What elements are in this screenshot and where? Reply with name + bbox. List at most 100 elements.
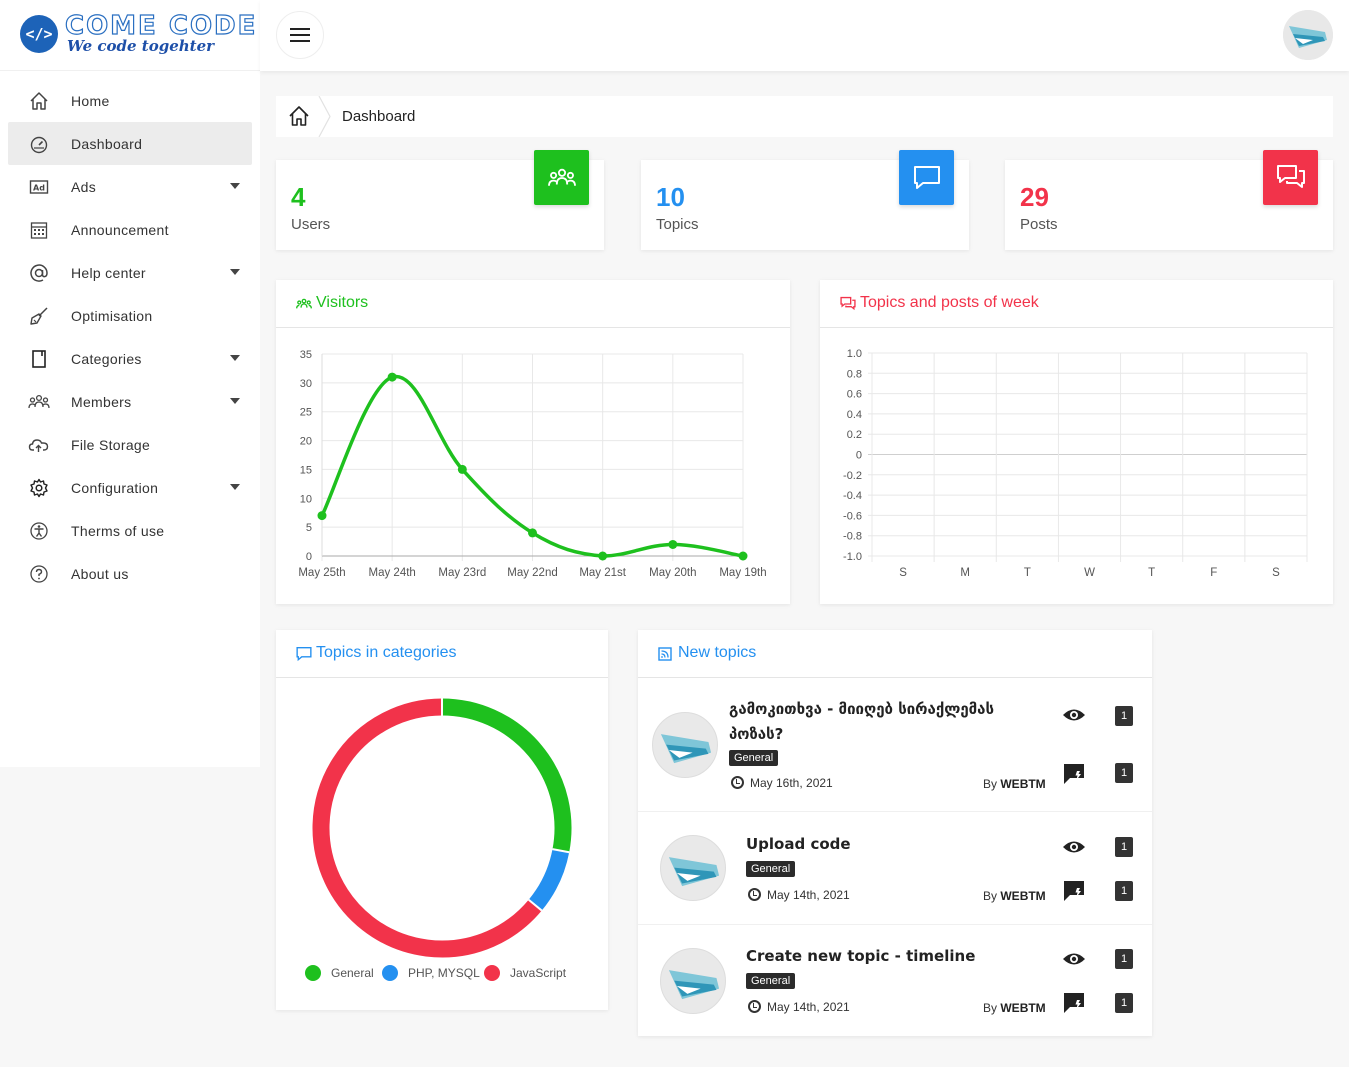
views-count: 1: [1115, 837, 1133, 857]
sidebar-item-label: Therms of use: [71, 522, 165, 539]
category-badge[interactable]: General: [746, 973, 796, 989]
stat-card-users: 4 Users: [276, 150, 604, 250]
sidebar-item-label: Optimisation: [71, 307, 153, 324]
accessibility-icon: [28, 520, 50, 542]
sidebar-item-dashboard[interactable]: Dashboard: [8, 122, 252, 165]
members-icon: [28, 391, 50, 413]
legend-label: JavaScript: [510, 966, 567, 980]
category-badge[interactable]: General: [729, 750, 779, 766]
by-prefix: By: [983, 889, 998, 903]
y-tick-label: 30: [300, 378, 312, 390]
sidebar-item-announcement[interactable]: Announcement: [8, 208, 252, 251]
breadcrumb: Dashboard: [276, 95, 1333, 138]
user-avatar[interactable]: [1283, 10, 1333, 60]
topic-title[interactable]: Upload code: [746, 835, 851, 853]
y-tick-label: -0.4: [843, 490, 862, 502]
y-tick-label: 0.2: [847, 429, 862, 441]
stat-label: Topics: [656, 216, 699, 233]
data-point: [528, 528, 537, 538]
users-icon: [534, 150, 589, 205]
author-avatar[interactable]: [660, 948, 726, 1014]
x-tick-label: F: [1210, 567, 1217, 579]
sidebar-item-members[interactable]: Members: [8, 380, 252, 423]
panel-title: New topics: [678, 644, 757, 661]
author-name[interactable]: WEBTM: [1000, 1001, 1046, 1015]
sidebar-menu: Home Dashboard Ad Ads Announcement Hel: [8, 79, 252, 595]
x-tick-label: May 20th: [649, 567, 696, 579]
y-tick-label: 1.0: [847, 348, 862, 360]
sidebar-item-help-center[interactable]: Help center: [8, 251, 252, 294]
by-prefix: By: [983, 1001, 998, 1015]
topic-date: May 14th, 2021: [767, 888, 850, 902]
chevron-down-icon[interactable]: [230, 269, 240, 275]
x-tick-label: May 22nd: [507, 567, 558, 579]
data-point: [457, 464, 467, 474]
donut-slice: [528, 848, 570, 911]
menu-toggle-button[interactable]: [276, 11, 324, 59]
sidebar-item-ads[interactable]: Ad Ads: [8, 165, 252, 208]
topic-item[interactable]: Create new topic - timeline General May …: [638, 926, 1152, 1036]
sidebar-item-label: About us: [71, 565, 129, 582]
ad-icon: Ad: [28, 176, 50, 198]
chevron-down-icon[interactable]: [230, 398, 240, 404]
stat-label: Users: [291, 216, 331, 233]
sidebar-item-categories[interactable]: Categories: [8, 337, 252, 380]
eye-icon: [1063, 841, 1085, 853]
cloud-upload-icon: [28, 434, 50, 456]
author-name[interactable]: WEBTM: [1000, 889, 1046, 903]
topic-item[interactable]: Upload code General May 14th, 2021 By WE…: [638, 813, 1152, 925]
author-avatar[interactable]: [652, 712, 718, 778]
topic-item[interactable]: გამოკითხვა - მიიღებ სირაქლემას პოზას? Ge…: [638, 680, 1152, 812]
x-tick-label: May 21st: [579, 567, 626, 579]
y-tick-label: -1.0: [843, 551, 862, 563]
logo[interactable]: </> COME CODE We code togehter: [20, 10, 256, 59]
data-point: [317, 511, 327, 521]
members-icon: [296, 298, 312, 309]
y-tick-label: 0.6: [847, 389, 862, 401]
panel-title: Topics in categories: [316, 644, 457, 661]
sidebar-item-about-us[interactable]: About us: [8, 552, 252, 595]
y-tick-label: 20: [300, 436, 312, 448]
brand-subtitle: We code togehter: [67, 37, 215, 55]
topic-date: May 16th, 2021: [750, 776, 833, 790]
legend-label: General: [331, 966, 374, 980]
breadcrumb-separator-icon: [318, 95, 332, 141]
week-line-chart: 1.0 0.8 0.6 0.4 0.2 0 -0.2 -0.4 -0.6 -0.8 -1.0 S M T W…: [843, 348, 1308, 579]
home-icon: [28, 90, 50, 112]
x-tick-label: M: [960, 567, 970, 579]
avatar-logo-icon: [668, 970, 720, 1000]
panel-title: Visitors: [316, 294, 369, 311]
reply-icon: [1064, 881, 1084, 901]
home-icon[interactable]: [288, 105, 310, 131]
sidebar-item-optimisation[interactable]: Optimisation: [8, 294, 252, 337]
author-name[interactable]: WEBTM: [1000, 777, 1046, 791]
replies-count: 1: [1115, 881, 1133, 901]
x-tick-label: May 23rd: [438, 567, 486, 579]
at-icon: [28, 262, 50, 284]
svg-text:Ad: Ad: [33, 184, 45, 193]
bookmark-icon: [28, 348, 50, 370]
author-avatar[interactable]: [660, 835, 726, 901]
topic-author: By WEBTM: [983, 1001, 1046, 1015]
chevron-down-icon[interactable]: [230, 183, 240, 189]
comments-icon: [840, 296, 856, 311]
sidebar-item-therms-of-use[interactable]: Therms of use: [8, 509, 252, 552]
reply-icon: [1064, 764, 1084, 784]
panel-header: New topics: [638, 630, 1152, 678]
breadcrumb-current: Dashboard: [342, 108, 416, 125]
category-badge[interactable]: General: [746, 861, 796, 877]
sidebar-item-configuration[interactable]: Configuration: [8, 466, 252, 509]
y-tick-label: 35: [300, 349, 312, 361]
chevron-down-icon[interactable]: [230, 355, 240, 361]
reply-icon: [1064, 993, 1084, 1013]
sidebar-item-home[interactable]: Home: [8, 79, 252, 122]
data-point: [387, 372, 397, 382]
y-tick-label: 0: [856, 450, 862, 462]
chevron-down-icon[interactable]: [230, 484, 240, 490]
x-tick-label: S: [899, 567, 907, 579]
sidebar-item-file-storage[interactable]: File Storage: [8, 423, 252, 466]
panel-header: Visitors: [276, 280, 790, 328]
topic-title[interactable]: Create new topic - timeline: [746, 947, 976, 965]
topic-title[interactable]: გამოკითხვა - მიიღებ სირაქლემას პოზას?: [729, 700, 995, 743]
y-tick-label: -0.6: [843, 510, 862, 522]
